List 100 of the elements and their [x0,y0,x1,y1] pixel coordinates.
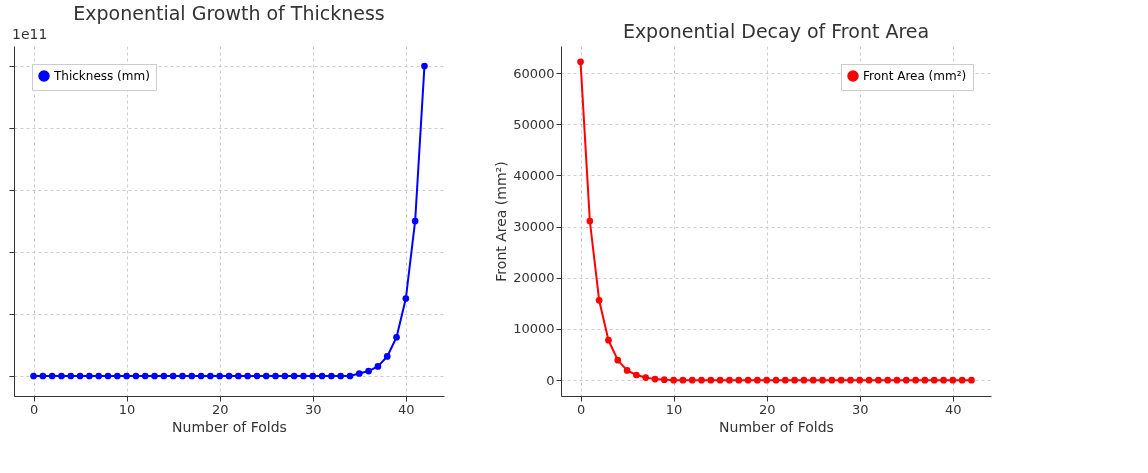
x-axis-title: Number of Folds [719,418,834,435]
point [623,367,631,374]
point [179,372,186,380]
point [48,372,56,380]
point [800,376,808,384]
point [819,376,826,384]
x-tick-label: 10 [118,401,136,417]
point [837,376,845,384]
point [421,62,428,70]
x-tick-label: 20 [211,401,229,417]
point [169,372,177,380]
point [253,372,261,380]
point [365,367,372,375]
point [707,376,715,384]
chart-title: Exponential Growth of Thickness [73,2,385,24]
point [660,376,668,383]
point [393,333,400,341]
point [76,372,84,380]
point [856,376,864,384]
point [809,376,817,384]
x-tick-label: 0 [576,401,586,417]
point [763,376,771,384]
point [586,217,594,225]
x-tick-label: 0 [29,401,39,417]
point [234,372,242,380]
point [912,376,919,384]
x-tick-label: 40 [945,401,962,417]
point [949,376,957,384]
y-tick-label: 60000 [513,65,555,81]
y-tick-label: 30000 [513,219,555,235]
point [828,376,836,384]
point [884,376,892,384]
y-axis-title: Front Area (mm²) [493,161,510,282]
point [930,376,938,384]
point [300,372,307,380]
point [207,372,214,380]
point [244,372,251,380]
point [318,372,326,380]
x-tick-label: 20 [758,401,776,417]
point [679,376,687,384]
point [875,376,882,384]
point [670,376,677,384]
point [346,372,354,380]
point [281,372,289,380]
point [95,372,103,380]
point [772,376,780,384]
point [160,372,168,380]
point [744,376,752,384]
point [688,376,696,384]
point [309,372,317,380]
point [642,374,650,381]
point [86,372,93,380]
chart-title: Exponential Decay of Front Area [622,20,930,42]
point [698,376,705,384]
legend-label: Front Area (mm²) [863,69,967,83]
y-tick-label: 10000 [513,321,555,337]
point [39,372,47,380]
point [188,372,196,380]
point [225,372,233,380]
x-tick-label: 10 [665,401,683,417]
point [67,372,75,380]
point [735,376,743,384]
text: 1e11 [12,26,48,42]
point [141,372,149,380]
point [968,376,975,384]
point [791,376,798,384]
point [402,295,410,302]
point [216,372,224,380]
point [847,376,854,384]
point [577,58,584,66]
point [104,372,112,380]
y-tick-label: 50000 [513,116,555,132]
y-tick-label: 20000 [513,270,555,286]
point [123,372,130,380]
point [411,217,419,225]
point [940,376,947,384]
point [328,372,335,380]
point [754,376,761,384]
x-tick-label: 30 [304,401,322,417]
legend-label: Thickness (mm) [53,69,150,83]
point [893,376,901,384]
point [262,372,270,380]
point [605,336,612,344]
point [355,370,363,377]
y-tick-label: 40000 [513,167,555,183]
point [726,376,733,384]
point [383,353,391,360]
point [132,372,140,380]
point [902,376,910,384]
point [958,376,966,384]
point [651,375,659,383]
point [614,356,622,364]
point [197,372,205,380]
point [290,372,298,380]
point [337,372,345,380]
point [58,372,65,380]
point [716,376,724,384]
x-axis-title: Number of Folds [172,418,287,435]
point [30,372,37,380]
point [921,376,929,384]
